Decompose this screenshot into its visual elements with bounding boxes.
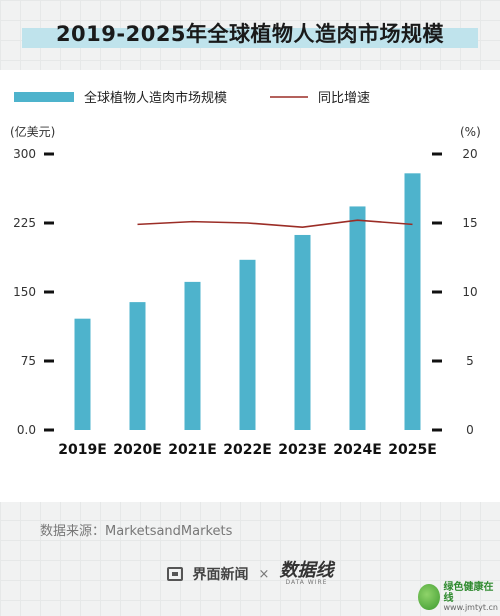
watermark-url: www.jmtyt.cn — [443, 602, 498, 612]
y-right-tick-mark — [432, 221, 442, 225]
news-brand-icon — [166, 567, 183, 581]
y-right-tick-mark — [432, 359, 442, 363]
legend-bar-swatch — [14, 92, 74, 102]
leaf-logo-icon — [418, 584, 440, 610]
legend-line-label: 同比增速 — [318, 91, 370, 106]
bar-2022E — [239, 259, 256, 430]
y-right-tick-label: 0 — [466, 423, 474, 437]
y-right-unit: (%) — [460, 125, 481, 139]
bar-2019E — [74, 318, 91, 430]
y-right-tick-label: 5 — [466, 354, 474, 368]
y-left-tick-mark — [44, 428, 54, 432]
y-right-tick-label: 10 — [462, 285, 477, 299]
y-right-tick-label: 15 — [462, 216, 477, 230]
watermark-text: 绿色健康在线 www.jmtyt.cn — [444, 582, 498, 613]
chart-title: 2019-2025年全球植物人造肉市场规模 — [55, 22, 445, 46]
y-right-tick-mark — [432, 290, 442, 294]
bar-2021E — [184, 281, 201, 430]
title-area: 2019-2025年全球植物人造肉市场规模 — [0, 0, 500, 70]
data-source: 数据来源：MarketsandMarkets — [40, 524, 233, 539]
datawire-logo-subtext: DATA WIRE — [285, 579, 328, 586]
y-left-unit: (亿美元) — [10, 124, 55, 139]
chart-svg: 全球植物人造肉市场规模 同比增速 (亿美元) (%) 0.0 75 150 225 300 0 5 1… — [10, 90, 481, 458]
y-left-tick-mark — [44, 221, 54, 225]
footer-brand: 界面新闻 — [192, 567, 249, 583]
y-right-tick-mark — [432, 152, 442, 156]
bar-2024E — [349, 206, 366, 430]
x-tick-label: 2019E — [58, 442, 107, 458]
datawire-logo: 数据线 DATA WIRE — [279, 562, 333, 586]
bar-2025E — [404, 173, 421, 430]
y-left-tick-label: 0.0 — [17, 423, 36, 437]
x-tick-label: 2025E — [388, 442, 437, 458]
bar-2023E — [294, 234, 311, 430]
y-left-tick-mark — [44, 290, 54, 294]
watermark-name: 绿色健康在线 — [443, 581, 494, 604]
x-tick-label: 2022E — [223, 442, 272, 458]
x-tick-label: 2020E — [113, 442, 162, 458]
title-highlight-band — [22, 28, 478, 48]
x-tick-label: 2024E — [333, 442, 382, 458]
y-left-tick-label: 75 — [21, 354, 36, 368]
legend-bar-label: 全球植物人造肉市场规模 — [84, 90, 227, 106]
y-right-tick-mark — [432, 428, 442, 432]
datawire-logo-text: 数据线 — [279, 560, 334, 581]
footer-times-sign: × — [258, 566, 270, 582]
y-left-tick-label: 300 — [13, 147, 36, 161]
bar-2020E — [129, 302, 146, 430]
y-left-tick-mark — [44, 152, 54, 156]
footer: 界面新闻 × 数据线 DATA WIRE — [0, 556, 500, 592]
y-left-tick-label: 225 — [13, 216, 36, 230]
y-left-tick-label: 150 — [13, 285, 36, 299]
chart-card: 全球植物人造肉市场规模 同比增速 (亿美元) (%) 0.0 75 150 225 300 0 5 1… — [0, 70, 500, 502]
site-watermark: 绿色健康在线 www.jmtyt.cn — [418, 580, 498, 614]
growth-rate-line — [137, 219, 413, 228]
x-tick-label: 2023E — [278, 442, 327, 458]
x-tick-label: 2021E — [168, 442, 217, 458]
y-left-tick-mark — [44, 359, 54, 363]
y-right-tick-label: 20 — [462, 147, 477, 161]
